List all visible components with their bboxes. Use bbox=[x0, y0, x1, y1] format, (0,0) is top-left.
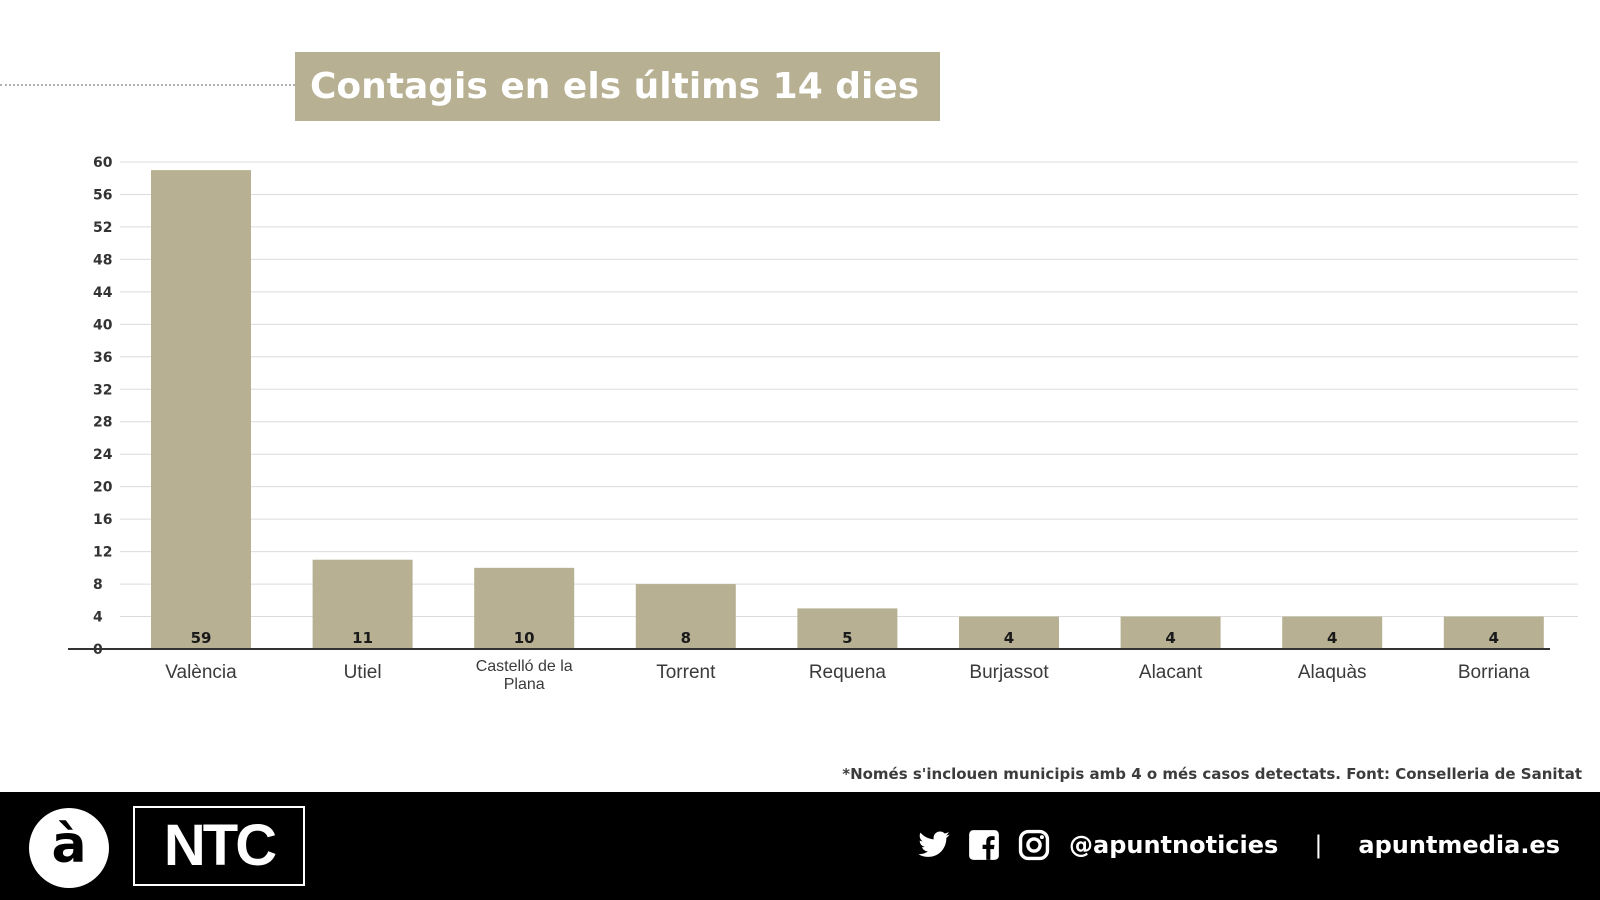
source-footnote: *Només s'inclouen municipis amb 4 o més … bbox=[842, 765, 1582, 783]
data-label: 8 bbox=[681, 629, 691, 647]
data-label: 59 bbox=[191, 629, 212, 647]
bar bbox=[1282, 616, 1383, 649]
bar bbox=[959, 616, 1059, 649]
apunt-logo[interactable]: à bbox=[29, 808, 109, 888]
y-tick-label: 28 bbox=[93, 415, 112, 431]
x-tick-label: Torrent bbox=[656, 662, 716, 683]
bar bbox=[1443, 616, 1544, 649]
ntc-logo[interactable]: NTC bbox=[133, 806, 305, 886]
data-label: 4 bbox=[1004, 629, 1014, 647]
y-tick-label: 40 bbox=[93, 317, 113, 333]
y-tick-label: 48 bbox=[93, 252, 112, 268]
bar bbox=[1120, 616, 1221, 649]
footer-separator: | bbox=[1314, 831, 1323, 859]
facebook-icon[interactable] bbox=[967, 828, 1001, 862]
y-tick-label: 4 bbox=[93, 610, 103, 626]
y-tick-label: 32 bbox=[93, 382, 112, 398]
instagram-icon[interactable] bbox=[1017, 828, 1051, 862]
x-tick-label: Requena bbox=[809, 662, 887, 683]
title-dotted-rule bbox=[0, 84, 295, 86]
y-tick-label: 8 bbox=[93, 577, 103, 593]
y-tick-label: 16 bbox=[93, 512, 112, 528]
y-tick-labels: 04812162024283236404448525660 bbox=[93, 155, 113, 658]
x-tick-label: Utiel bbox=[344, 662, 382, 683]
social-links: @apuntnoticies | apuntmedia.es bbox=[917, 820, 1560, 870]
bar bbox=[312, 559, 413, 649]
y-tick-label: 52 bbox=[93, 220, 112, 236]
social-handle[interactable]: @apuntnoticies bbox=[1069, 831, 1279, 859]
twitter-icon[interactable] bbox=[917, 828, 951, 862]
x-tick-label: València bbox=[165, 662, 237, 683]
x-tick-label: Alacant bbox=[1139, 662, 1203, 683]
y-tick-label: 12 bbox=[93, 545, 112, 561]
chart-title: Contagis en els últims 14 dies bbox=[295, 52, 940, 121]
y-tick-label: 56 bbox=[93, 187, 112, 203]
data-label: 4 bbox=[1165, 629, 1175, 647]
website-link[interactable]: apuntmedia.es bbox=[1358, 831, 1560, 859]
x-tick-label: Burjassot bbox=[969, 662, 1049, 683]
y-tick-label: 20 bbox=[93, 480, 113, 496]
y-tick-label: 44 bbox=[93, 285, 113, 301]
data-label: 5 bbox=[842, 629, 852, 647]
x-tick-label: Borriana bbox=[1458, 662, 1530, 683]
y-tick-label: 60 bbox=[93, 155, 113, 171]
grid-lines bbox=[120, 161, 1578, 618]
bars bbox=[151, 170, 1544, 649]
x-tick-label: Castelló de la bbox=[476, 658, 573, 675]
data-label: 10 bbox=[514, 629, 535, 647]
data-label: 4 bbox=[1489, 629, 1499, 647]
bar bbox=[797, 608, 898, 649]
bar bbox=[151, 170, 251, 649]
bar bbox=[635, 584, 736, 649]
bar bbox=[474, 567, 575, 649]
y-tick-label: 24 bbox=[93, 447, 113, 463]
y-tick-label: 36 bbox=[93, 350, 112, 366]
data-labels: 59 11 10 8 5 4 4 4 4 bbox=[191, 629, 1499, 647]
bar-chart: 04812162024283236404448525660 5911108544… bbox=[68, 155, 1578, 693]
x-tick-label: Alaquàs bbox=[1298, 662, 1367, 683]
data-label: 11 bbox=[352, 629, 373, 647]
x-tick-label: Plana bbox=[504, 676, 545, 693]
footer-bar: à NTC @apuntnoticies | apuntmedia.es bbox=[0, 792, 1600, 900]
data-label: 4 bbox=[1327, 629, 1337, 647]
